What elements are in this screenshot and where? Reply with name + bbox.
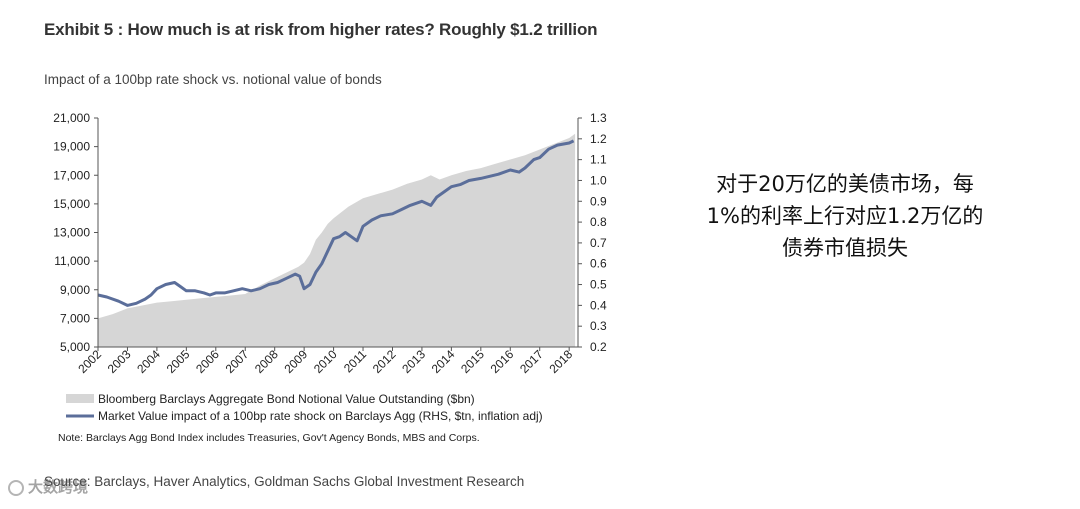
annotation: 对于20万亿的美债市场，每 1%的利率上行对应1.2万亿的 债券市值损失 [672, 168, 1018, 264]
right-tick-label: 0.9 [590, 194, 607, 208]
right-tick-label: 1.0 [590, 173, 607, 187]
x-tick-label: 2006 [193, 347, 222, 376]
left-axis: 5,000 7,000 9,000 11,000 13,000 15,000 17,000 1… [53, 111, 99, 354]
x-tick-label: 2018 [547, 347, 576, 376]
x-tick-label: 2010 [311, 347, 340, 376]
left-tick-label: 17,000 [53, 168, 90, 182]
legend-area-swatch [66, 394, 94, 403]
right-tick-label: 0.3 [590, 319, 607, 333]
x-tick-label: 2017 [517, 347, 546, 376]
x-tick-label: 2014 [429, 347, 458, 376]
x-axis: 2002 2003 2004 2005 2006 2007 2008 2009 2010 2011… [75, 346, 578, 376]
legend: Bloomberg Barclays Aggregate Bond Notion… [66, 392, 543, 423]
legend-area-label: Bloomberg Barclays Aggregate Bond Notion… [98, 392, 475, 406]
left-tick-label: 11,000 [54, 254, 90, 268]
series-area-notional [98, 133, 576, 347]
left-tick-label: 19,000 [53, 140, 90, 154]
left-tick-label: 13,000 [53, 226, 90, 240]
x-tick-label: 2016 [488, 347, 517, 376]
chart-note: Note: Barclays Agg Bond Index includes T… [58, 432, 480, 444]
x-tick-label: 2009 [281, 347, 310, 376]
chart-source: Source: Barclays, Haver Analytics, Goldm… [44, 474, 525, 489]
exhibit-title: Exhibit 5 : How much is at risk from hig… [44, 20, 598, 39]
left-tick-label: 5,000 [60, 340, 90, 354]
legend-line-label: Market Value impact of a 100bp rate shoc… [98, 409, 543, 423]
left-tick-label: 7,000 [60, 311, 90, 325]
x-tick-label: 2015 [458, 347, 487, 376]
x-tick-label: 2007 [223, 347, 252, 376]
watermark-logo-icon [8, 479, 24, 496]
plot-area [97, 133, 576, 347]
right-tick-label: 0.7 [590, 236, 607, 250]
right-tick-label: 0.4 [590, 298, 607, 312]
chart-subtitle: Impact of a 100bp rate shock vs. notiona… [44, 72, 382, 87]
x-tick-label: 2005 [164, 347, 193, 376]
annotation-line-2: 1%的利率上行对应1.2万亿的 [706, 204, 984, 228]
right-tick-label: 1.2 [590, 132, 607, 146]
right-tick-label: 1.3 [590, 111, 607, 125]
left-tick-label: 21,000 [53, 111, 90, 125]
right-tick-label: 0.8 [590, 215, 607, 229]
right-tick-label: 0.6 [590, 257, 607, 271]
x-tick-label: 2008 [252, 347, 281, 376]
annotation-line-3: 债券市值损失 [782, 236, 908, 260]
watermark-text: 大数跨境 [28, 478, 89, 496]
right-tick-label: 0.2 [590, 340, 607, 354]
chart: 5,000 7,000 9,000 11,000 13,000 15,000 17,000 1… [53, 111, 607, 423]
watermark: 大数跨境 [8, 476, 88, 497]
x-tick-label: 2011 [341, 347, 369, 375]
x-tick-label: 2012 [370, 347, 399, 376]
annotation-line-1: 对于20万亿的美债市场，每 [716, 172, 974, 196]
right-axis: 0.2 0.3 0.4 0.5 0.6 0.7 0.8 0.9 1.0 1.1 1.2 1.3 [577, 111, 607, 354]
left-tick-label: 15,000 [53, 197, 90, 211]
left-tick-label: 9,000 [60, 283, 90, 297]
series-line-rate-shock [97, 139, 575, 307]
x-tick-label: 2003 [105, 347, 134, 376]
right-tick-label: 0.5 [590, 278, 607, 292]
x-tick-label: 2004 [134, 347, 163, 376]
x-tick-label: 2013 [399, 347, 428, 376]
right-tick-label: 1.1 [590, 153, 607, 167]
